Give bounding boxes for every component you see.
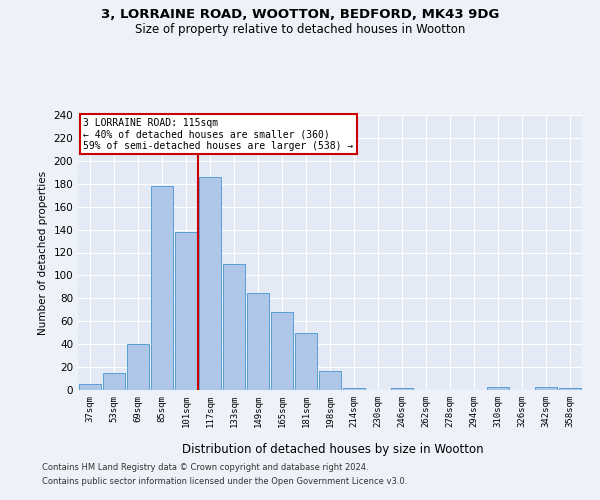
Bar: [391, 388, 413, 390]
Y-axis label: Number of detached properties: Number of detached properties: [38, 170, 48, 334]
Text: 3, LORRAINE ROAD, WOOTTON, BEDFORD, MK43 9DG: 3, LORRAINE ROAD, WOOTTON, BEDFORD, MK43…: [101, 8, 499, 20]
Text: Size of property relative to detached houses in Wootton: Size of property relative to detached ho…: [135, 22, 465, 36]
Bar: [559, 388, 581, 390]
Text: Contains public sector information licensed under the Open Government Licence v3: Contains public sector information licen…: [42, 477, 407, 486]
Text: Distribution of detached houses by size in Wootton: Distribution of detached houses by size …: [182, 442, 484, 456]
Bar: [127, 344, 149, 390]
Text: Contains HM Land Registry data © Crown copyright and database right 2024.: Contains HM Land Registry data © Crown c…: [42, 464, 368, 472]
Text: 3 LORRAINE ROAD: 115sqm
← 40% of detached houses are smaller (360)
59% of semi-d: 3 LORRAINE ROAD: 115sqm ← 40% of detache…: [83, 118, 353, 151]
Bar: [199, 177, 221, 390]
Bar: [487, 386, 509, 390]
Bar: [295, 332, 317, 390]
Bar: [79, 384, 101, 390]
Bar: [535, 386, 557, 390]
Bar: [343, 388, 365, 390]
Bar: [175, 232, 197, 390]
Bar: [271, 312, 293, 390]
Bar: [319, 370, 341, 390]
Bar: [223, 264, 245, 390]
Bar: [103, 373, 125, 390]
Bar: [247, 292, 269, 390]
Bar: [151, 186, 173, 390]
